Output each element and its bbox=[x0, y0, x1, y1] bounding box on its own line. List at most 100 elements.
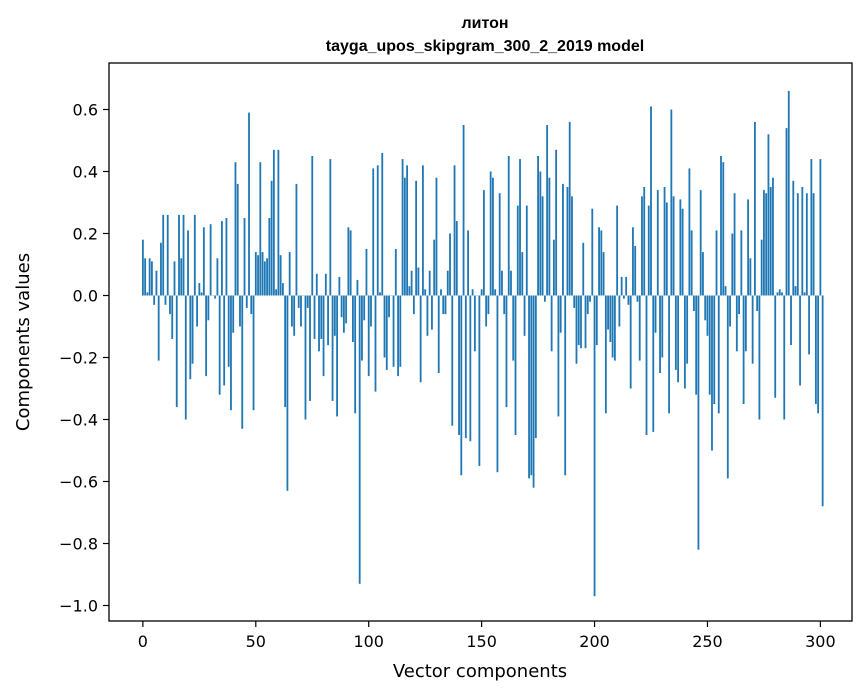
bar bbox=[340, 295, 343, 318]
bar bbox=[781, 292, 783, 296]
bar bbox=[598, 227, 600, 296]
bar bbox=[196, 295, 198, 327]
chart-subtitle: tayga_upos_skipgram_300_2_2019 model bbox=[326, 38, 644, 55]
bar bbox=[654, 295, 657, 333]
bar bbox=[735, 295, 738, 352]
bar bbox=[638, 295, 641, 361]
bar bbox=[266, 258, 268, 296]
plot-area-frame bbox=[108, 62, 853, 622]
bar bbox=[433, 239, 436, 296]
bar bbox=[361, 295, 363, 361]
bar bbox=[627, 295, 630, 305]
bar bbox=[207, 295, 210, 321]
bar bbox=[683, 295, 686, 389]
bar bbox=[584, 295, 587, 349]
bar bbox=[643, 187, 646, 296]
bar bbox=[530, 295, 533, 476]
bar bbox=[367, 295, 370, 377]
bar bbox=[772, 177, 774, 296]
bar bbox=[525, 205, 528, 296]
bar bbox=[281, 283, 284, 296]
bar bbox=[702, 252, 704, 296]
bar bbox=[144, 258, 147, 296]
bar bbox=[674, 295, 677, 370]
bar bbox=[749, 258, 752, 296]
bar bbox=[245, 295, 248, 308]
bar bbox=[641, 196, 643, 296]
bar bbox=[681, 208, 684, 296]
y-tick-label: 0.2 bbox=[73, 225, 98, 244]
bar bbox=[573, 295, 576, 308]
y-tick-label: −1.0 bbox=[59, 597, 98, 616]
bar bbox=[338, 276, 341, 296]
bar bbox=[275, 289, 278, 296]
bar bbox=[819, 159, 822, 296]
bar bbox=[618, 295, 621, 327]
bar bbox=[394, 249, 397, 296]
bar bbox=[148, 258, 151, 296]
bar bbox=[747, 199, 750, 296]
x-axis-label: Vector components bbox=[393, 661, 567, 682]
x-tick-label: 0 bbox=[138, 632, 148, 651]
bar bbox=[650, 106, 652, 296]
y-tick-label: −0.2 bbox=[59, 349, 98, 368]
y-axis-ticks: −1.0 −0.8 −0.6 −0.4 −0.2 0.0 0.2 0.4 0.6 bbox=[59, 101, 109, 616]
bar bbox=[763, 190, 765, 296]
bar bbox=[259, 162, 262, 296]
bar bbox=[620, 276, 623, 296]
bar bbox=[706, 295, 709, 336]
bar bbox=[464, 295, 467, 439]
bar bbox=[568, 121, 571, 296]
bar bbox=[342, 295, 345, 333]
bar bbox=[808, 295, 810, 355]
bar bbox=[241, 295, 244, 429]
bar bbox=[184, 295, 187, 420]
bar bbox=[248, 112, 250, 296]
bar bbox=[458, 295, 460, 435]
bar bbox=[496, 295, 499, 473]
y-tick-label: 0.6 bbox=[73, 101, 98, 120]
bar bbox=[717, 295, 720, 414]
bar bbox=[494, 289, 497, 296]
bar bbox=[503, 295, 506, 315]
bar bbox=[661, 295, 664, 358]
bar bbox=[550, 295, 553, 352]
bar bbox=[322, 295, 325, 377]
bar bbox=[792, 180, 795, 296]
x-tick-label: 300 bbox=[805, 632, 836, 651]
bar bbox=[740, 230, 743, 296]
bar bbox=[352, 295, 354, 342]
bar bbox=[652, 295, 655, 432]
bar bbox=[738, 295, 740, 315]
bar bbox=[814, 295, 817, 404]
bar bbox=[304, 295, 307, 420]
bar bbox=[571, 196, 573, 296]
bar bbox=[512, 295, 515, 361]
bar bbox=[731, 233, 734, 296]
bar bbox=[223, 295, 226, 386]
bar bbox=[523, 295, 526, 336]
bar bbox=[236, 183, 239, 296]
bar bbox=[401, 159, 404, 296]
bar bbox=[173, 261, 176, 296]
bar bbox=[760, 239, 763, 296]
bar bbox=[187, 230, 189, 296]
bar bbox=[315, 273, 318, 296]
bar bbox=[415, 180, 418, 296]
bar bbox=[293, 295, 296, 336]
bar bbox=[440, 289, 442, 296]
bar bbox=[623, 295, 625, 299]
bar bbox=[715, 230, 718, 296]
bar bbox=[372, 168, 375, 296]
bar bbox=[345, 295, 348, 324]
bar bbox=[613, 295, 616, 361]
bar bbox=[663, 187, 666, 296]
bar bbox=[442, 295, 445, 315]
bar bbox=[801, 187, 804, 296]
bar bbox=[778, 289, 781, 296]
bar bbox=[268, 218, 271, 296]
bar bbox=[582, 242, 585, 296]
bar bbox=[257, 255, 259, 296]
bar bbox=[453, 165, 456, 296]
bar bbox=[354, 295, 357, 414]
